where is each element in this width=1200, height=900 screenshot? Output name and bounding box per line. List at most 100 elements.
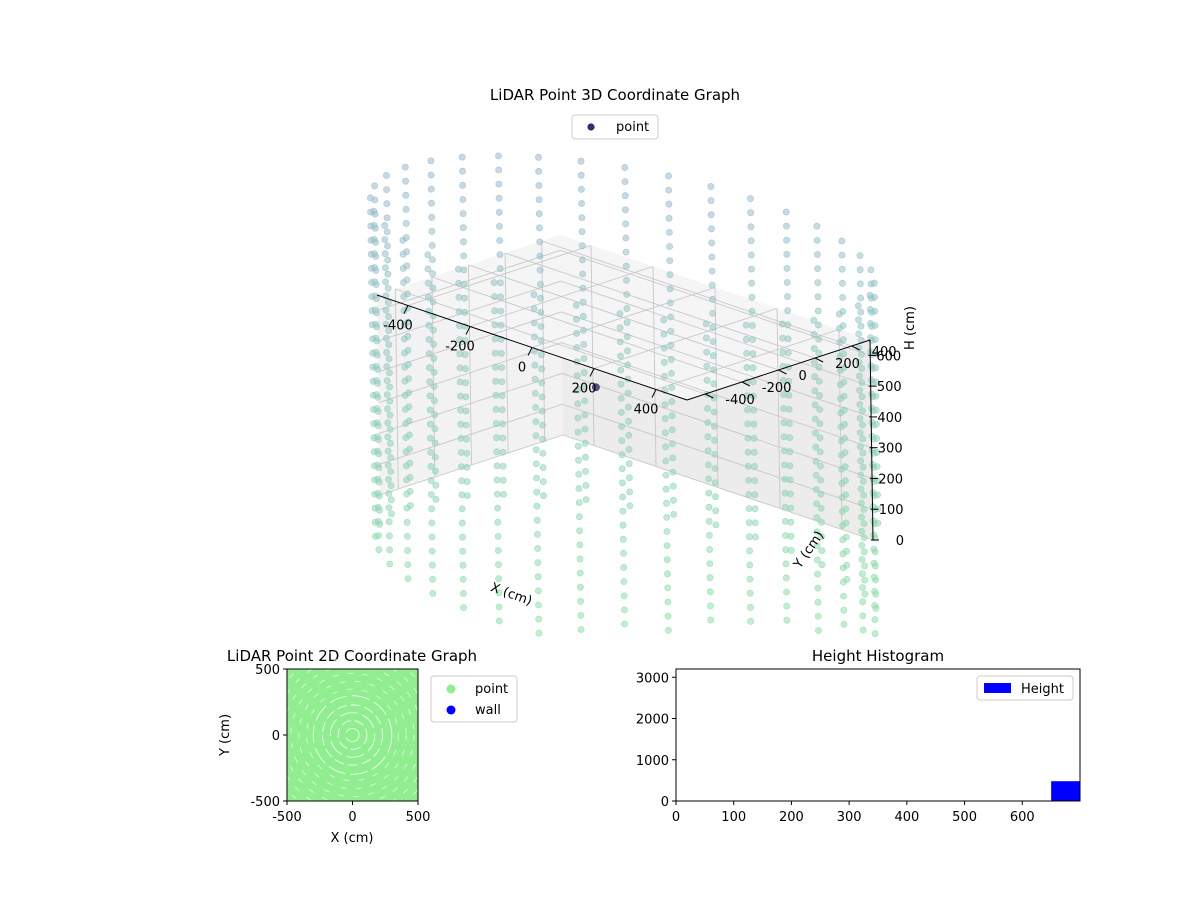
cloud-point [402, 420, 410, 427]
cloud-point [385, 475, 392, 483]
cloud-point [499, 448, 507, 456]
cloud-point [747, 195, 754, 202]
cloud-point [813, 500, 820, 507]
cloud-point [456, 364, 464, 372]
cloud-point [838, 265, 846, 273]
cloud-point [666, 271, 674, 279]
cloud-point [787, 547, 795, 554]
cloud-point [818, 547, 826, 554]
cloud-point [871, 616, 879, 623]
cloud-point [815, 363, 823, 371]
cloud-point [386, 439, 394, 447]
cloud-point [624, 347, 631, 355]
cloud-point [500, 490, 507, 498]
cloud-point [867, 266, 875, 274]
cloud-point [842, 477, 849, 485]
y-tick-3d [778, 369, 787, 375]
cloud-point [706, 588, 714, 596]
cloud-point [745, 519, 753, 527]
cloud-point [372, 377, 380, 384]
cloud-point [400, 307, 408, 315]
cloud-point [495, 208, 503, 216]
cloud-point [660, 330, 668, 338]
cloud-point [578, 242, 586, 250]
cloud-point [403, 504, 411, 512]
cloud-point [814, 265, 821, 272]
cloud-point [572, 301, 580, 309]
cloud-point [812, 486, 820, 493]
cloud-point [496, 265, 504, 273]
cloud-point [816, 420, 824, 428]
cloud-point [403, 533, 411, 540]
cloud-point [817, 504, 825, 512]
cloud-point [857, 485, 865, 493]
cloud-point [382, 334, 390, 342]
cloud-point [619, 535, 627, 543]
cloud-point [402, 448, 410, 456]
cloud-point [669, 468, 677, 476]
cloud-point [860, 506, 868, 513]
cloud-point [533, 488, 541, 496]
cloud-point [426, 378, 434, 386]
cloud-point [664, 598, 672, 606]
y-tick-label-histogram: 1000 [636, 754, 669, 769]
cloud-point [457, 449, 465, 456]
cloud-point [842, 491, 849, 499]
cloud-point [856, 429, 864, 436]
cloud-point [400, 335, 408, 343]
cloud-point [780, 391, 787, 398]
legend-2d-point-label: point [475, 682, 508, 697]
cloud-point [709, 324, 717, 331]
cloud-point [618, 408, 625, 416]
cloud-point [780, 433, 788, 441]
cloud-point [855, 316, 862, 324]
cloud-point [432, 495, 440, 503]
cloud-point [404, 547, 411, 554]
cloud-point [860, 520, 868, 527]
cloud-point [818, 519, 825, 526]
cloud-point [582, 467, 589, 475]
cloud-point [532, 404, 539, 411]
cloud-point [746, 575, 754, 583]
cloud-point [747, 603, 754, 611]
cloud-point [710, 380, 718, 388]
cloud-point [382, 172, 390, 179]
cloud-point [745, 491, 753, 498]
cloud-point [580, 341, 588, 348]
histogram-ticks: 0 100 200 300 400 500 600 0 1000 2000 3000 [636, 671, 1035, 825]
cloud-point [703, 348, 711, 356]
cloud-point [381, 250, 389, 258]
cloud-point [620, 564, 628, 571]
cloud-point [459, 224, 467, 232]
cloud-point [811, 387, 819, 395]
cloud-point [494, 533, 502, 540]
cloud-point [662, 471, 670, 479]
cloud-point [623, 276, 630, 284]
x-tick-label-2d: -500 [272, 810, 302, 825]
cloud-point [370, 221, 378, 229]
cloud-point [384, 433, 392, 441]
cloud-point [385, 504, 393, 511]
cloud-point [667, 313, 674, 321]
cloud-point [843, 576, 851, 583]
cloud-point [386, 383, 393, 391]
cloud-point [573, 315, 580, 323]
cloud-point [620, 592, 628, 600]
cloud-point [818, 533, 825, 540]
cloud-point [535, 615, 543, 623]
cloud-point [456, 336, 463, 344]
cloud-point [779, 334, 787, 342]
cloud-point [573, 344, 581, 351]
cloud-point [490, 279, 498, 286]
cloud-point [373, 419, 381, 427]
cloud-point [814, 570, 821, 578]
cloud-point [536, 224, 543, 232]
cloud-point [581, 411, 589, 419]
cloud-point [495, 589, 503, 597]
cloud-point [370, 207, 378, 215]
cloud-point [373, 405, 381, 413]
cloud-point [746, 589, 754, 597]
cloud-point [427, 491, 435, 498]
cloud-point [856, 252, 864, 259]
cloud-point [533, 516, 541, 524]
